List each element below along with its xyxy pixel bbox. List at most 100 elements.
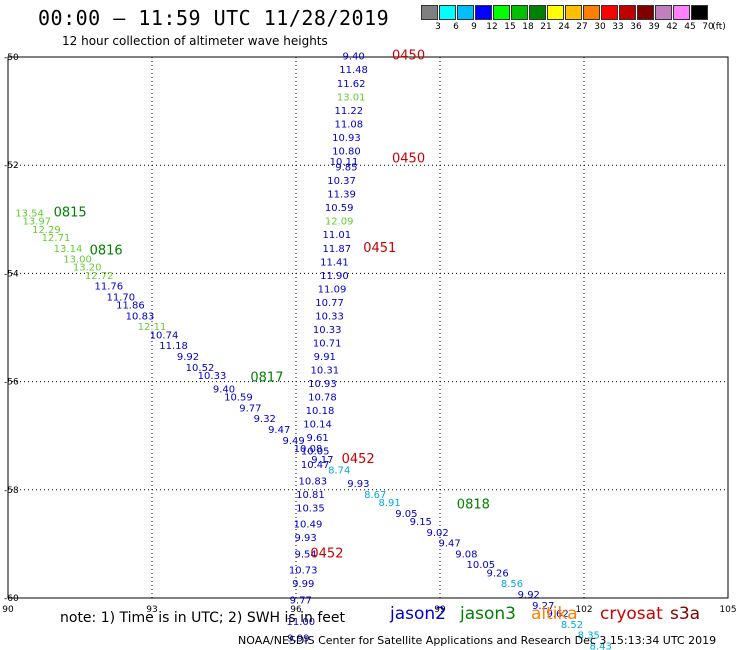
pass-time-label: 0452: [310, 546, 343, 561]
wave-height-label: 9.93: [347, 479, 369, 490]
wave-height-label: 11.41: [320, 257, 349, 268]
wave-height-label: 10.14: [303, 420, 332, 431]
credit-line: NOAA/NESDIS Center for Satellite Applica…: [238, 634, 717, 647]
wave-height-label: 10.35: [296, 503, 325, 514]
wave-height-label: 12.09: [325, 217, 354, 228]
wave-height-label: 9.99: [292, 579, 314, 590]
color-scale-labels: 3 6 9 12 15 18 21 24 27 30 33 36 39 42 45 70 (ft): [421, 22, 740, 34]
x-tick-label: 93: [146, 605, 157, 615]
color-scale-unit: (ft): [712, 22, 726, 32]
wave-height-label: 11.08: [334, 119, 363, 130]
color-swatch: [583, 5, 600, 20]
wave-height-label: 9.27: [532, 601, 554, 612]
wave-height-label: 11.90: [320, 271, 349, 282]
color-scale-tick: 12: [486, 22, 498, 32]
wave-height-label: 10.08: [294, 444, 323, 455]
wave-height-label: 10.83: [298, 476, 327, 487]
wave-height-label: 8.52: [561, 620, 583, 631]
x-tick-label: 90: [2, 605, 14, 615]
color-swatch: [565, 5, 582, 20]
wave-height-label: 9.85: [335, 163, 357, 174]
wave-height-label: 10.33: [315, 311, 344, 322]
pass-time-label: 0452: [342, 452, 375, 467]
color-swatch: [457, 5, 474, 20]
wave-height-label: 11.22: [334, 106, 363, 117]
color-scale-tick: 33: [612, 22, 624, 32]
wave-height-label: 10.77: [315, 298, 344, 309]
wave-height-label: 11.01: [322, 230, 351, 241]
page-subtitle: 12 hour collection of altimeter wave hei…: [62, 34, 328, 48]
wave-height-label: 10.37: [327, 176, 356, 187]
wave-height-label: 9.26: [486, 568, 508, 579]
wave-height-label: 10.78: [308, 393, 337, 404]
pass-time-label: 0450: [392, 151, 425, 166]
map-frame: [7, 56, 729, 599]
color-scale-tick: 30: [594, 22, 606, 32]
wave-height-label: 9.15: [410, 517, 432, 528]
color-swatch: [493, 5, 510, 20]
y-tick-label: -52: [4, 161, 19, 171]
pass-time-label: 0816: [90, 243, 123, 258]
x-tick-label: 105: [719, 605, 736, 615]
wave-height-label: 9.40: [213, 384, 235, 395]
color-scale: [421, 5, 709, 20]
x-tick-label: 102: [575, 605, 592, 615]
wave-height-label: 10.31: [310, 365, 339, 376]
wave-height-label: 9.54: [294, 549, 316, 560]
color-scale-tick: 70: [702, 22, 714, 32]
wave-height-label: 10.33: [198, 371, 227, 382]
legend-jason3: jason3: [460, 604, 516, 624]
wave-height-label: 9.49: [282, 436, 304, 447]
color-scale-tick: 21: [540, 22, 552, 32]
wave-height-label: 9.05: [395, 509, 417, 520]
wave-height-label: 11.86: [116, 301, 145, 312]
color-swatch: [691, 5, 708, 20]
wave-height-label: 10.52: [186, 363, 215, 374]
wave-height-label: 9.92: [177, 352, 199, 363]
wave-height-label: 11.62: [337, 79, 366, 90]
color-scale-tick: 18: [522, 22, 534, 32]
wave-height-label: 13.20: [73, 263, 102, 274]
wave-height-label: 10.59: [224, 393, 253, 404]
wave-height-label: 9.77: [290, 595, 312, 606]
wave-height-label: 9.62: [546, 609, 568, 620]
color-scale-tick: 15: [504, 22, 516, 32]
wave-height-label: 12.71: [42, 233, 71, 244]
y-tick-label: -54: [4, 269, 19, 279]
wave-height-label: 8.74: [328, 466, 350, 477]
y-tick-label: -56: [4, 378, 19, 388]
wave-height-label: 10.33: [313, 325, 342, 336]
color-scale-tick: 39: [648, 22, 660, 32]
color-scale-tick: 42: [666, 22, 678, 32]
wave-height-label: 13.00: [63, 255, 92, 266]
wave-height-label: 10.47: [301, 460, 330, 471]
wave-height-label: 10.83: [126, 311, 155, 322]
wave-height-label: 10.11: [330, 157, 359, 168]
wave-height-label: 11.76: [94, 282, 123, 293]
legend-cryosat: cryosat: [600, 604, 663, 624]
wave-height-label: 10.71: [313, 338, 342, 349]
wave-height-label: 11.09: [318, 284, 347, 295]
wave-height-label: 10.18: [306, 406, 335, 417]
wave-height-label: 11.48: [339, 65, 368, 76]
wave-height-label: 10.73: [289, 566, 318, 577]
pass-time-label: 0450: [392, 49, 425, 64]
wave-height-label: 10.81: [296, 490, 325, 501]
wave-height-label: 10.05: [466, 560, 495, 571]
wave-height-label: 8.56: [501, 579, 523, 590]
color-swatch: [673, 5, 690, 20]
color-swatch: [655, 5, 672, 20]
color-swatch: [547, 5, 564, 20]
color-swatch: [511, 5, 528, 20]
wave-height-label: 11.18: [159, 341, 188, 352]
wave-height-label: 9.47: [268, 425, 290, 436]
wave-height-label: 13.14: [54, 244, 83, 255]
color-scale-tick: 27: [576, 22, 588, 32]
wave-height-label: 13.97: [22, 217, 51, 228]
wave-height-label: 9.40: [342, 52, 364, 63]
wave-height-label: 10.80: [332, 146, 361, 157]
page-title: 00:00 – 11:59 UTC 11/28/2019: [38, 6, 390, 30]
wave-height-label: 12.72: [85, 271, 114, 282]
